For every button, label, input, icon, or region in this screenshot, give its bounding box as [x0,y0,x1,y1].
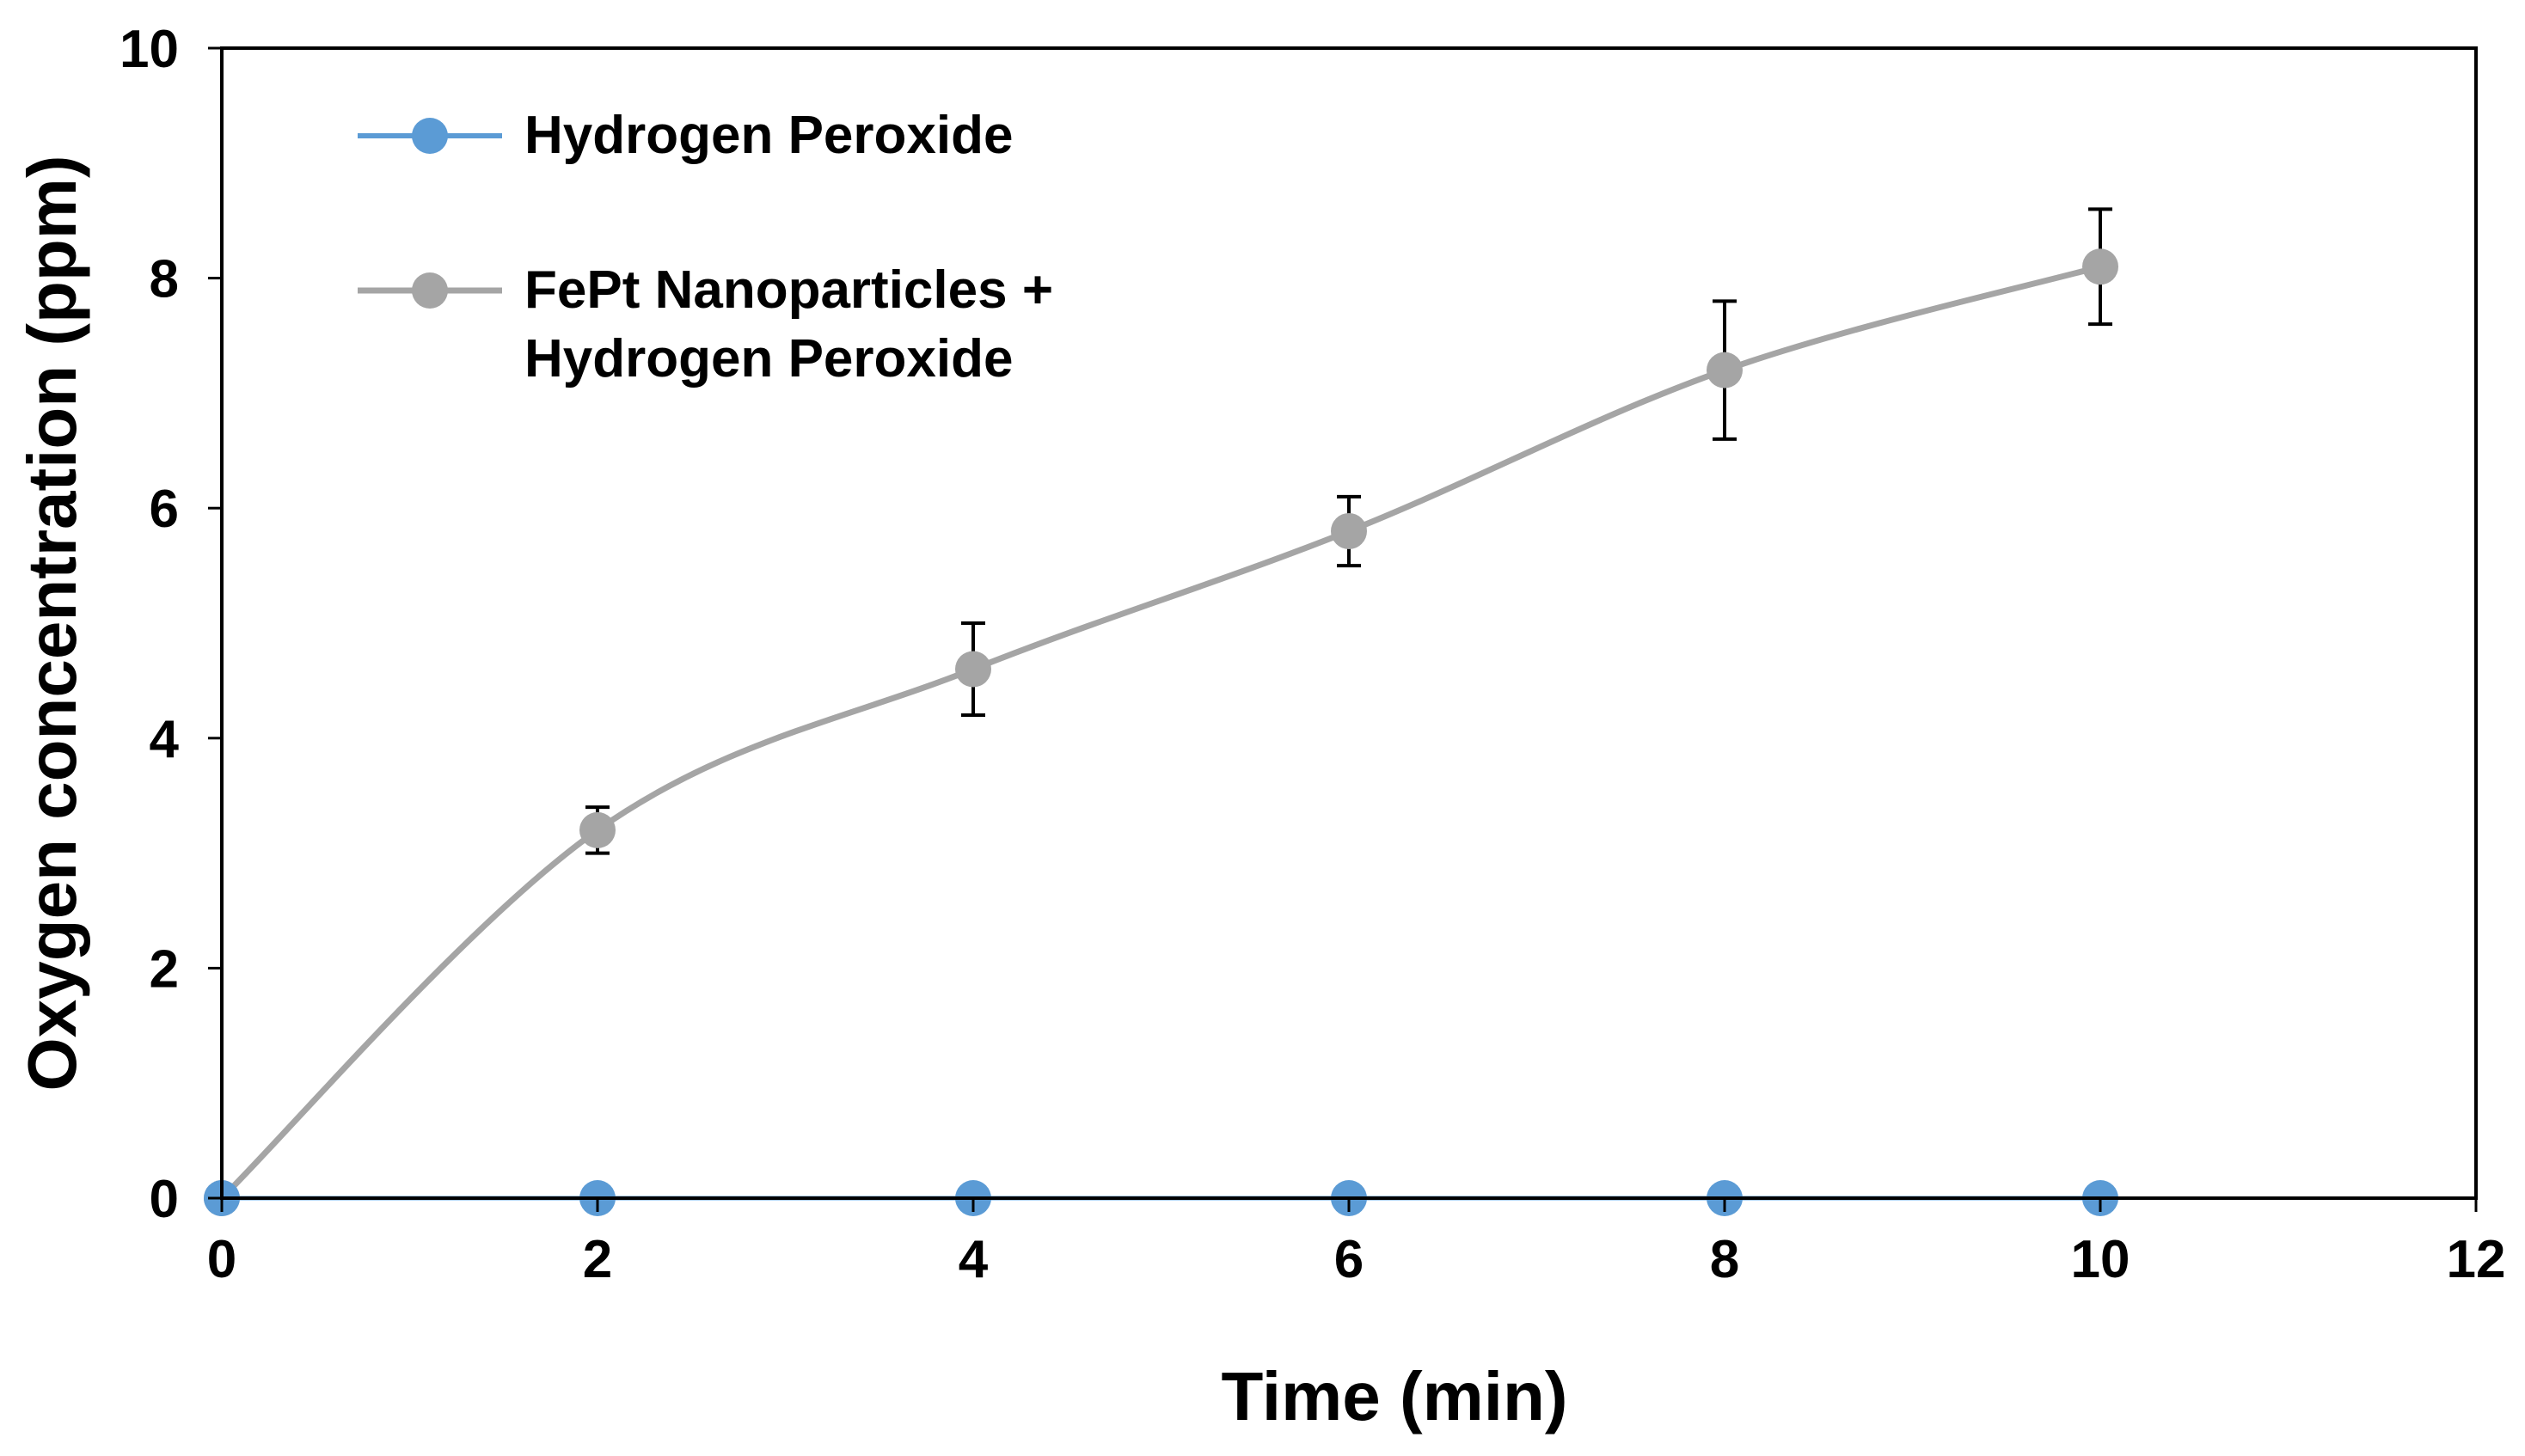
legend-swatch-marker [412,118,448,154]
y-tick-label: 4 [150,710,180,769]
y-tick-label: 10 [120,20,179,79]
data-point [579,811,616,848]
x-tick-label: 4 [959,1230,989,1289]
data-point [955,651,991,688]
legend: Hydrogen Peroxide FePt Nanoparticles + H… [358,106,1053,388]
x-axis-title: Time (min) [1221,1358,1567,1435]
y-tick-label: 2 [150,939,179,999]
x-tick-label: 0 [207,1230,236,1289]
x-tick-label: 12 [2447,1230,2506,1289]
x-tick-label: 10 [2071,1230,2130,1289]
series-line [219,263,2101,1201]
legend-label: Hydrogen Peroxide [524,106,1013,165]
legend-swatch-marker [412,272,448,309]
tick-layer: 0 2 4 6 8 10 12 0 2 4 6 8 10 [120,20,2505,1289]
legend-item-hydrogen-peroxide: Hydrogen Peroxide [358,106,1013,165]
data-point [2082,248,2118,285]
legend-label-line-2: Hydrogen Peroxide [524,329,1013,388]
y-tick-label: 0 [150,1170,179,1229]
y-tick-label: 6 [150,480,179,539]
x-tick-label: 8 [1710,1230,1739,1289]
x-tick-label: 6 [1334,1230,1364,1289]
legend-label-line-1: FePt Nanoparticles + [524,260,1053,320]
data-point [1707,352,1743,388]
data-point [1331,512,1367,549]
legend-item-fept-nanoparticles: FePt Nanoparticles + Hydrogen Peroxide [358,260,1053,388]
y-axis-title: Oxygen concentration (ppm) [14,156,90,1092]
x-tick-label: 2 [583,1230,612,1289]
y-tick-label: 8 [150,250,179,309]
